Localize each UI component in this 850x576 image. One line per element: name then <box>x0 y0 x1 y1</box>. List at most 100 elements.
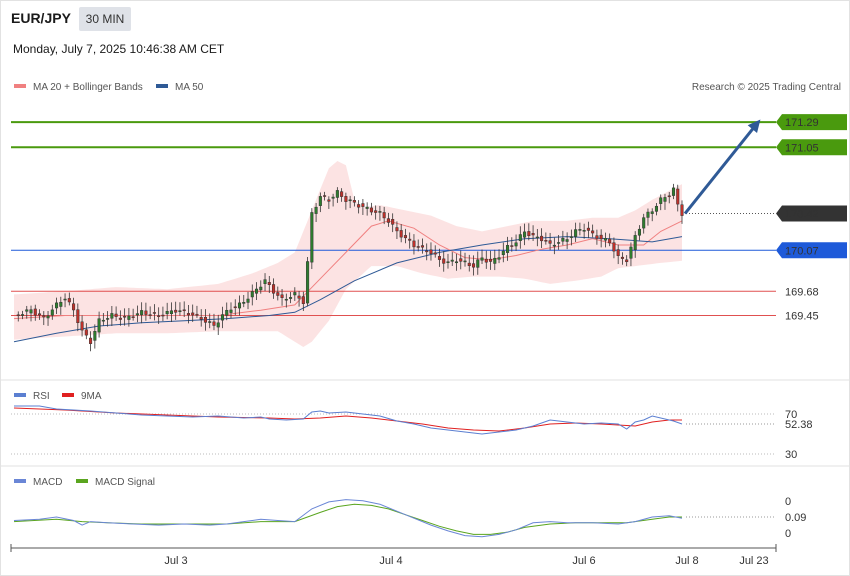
bollinger-band <box>14 161 682 347</box>
candle-body <box>446 261 450 263</box>
candle-body <box>620 256 624 259</box>
candle-body <box>254 288 259 294</box>
candle-body <box>352 200 356 203</box>
candle-body <box>535 236 539 239</box>
candle-body <box>608 238 612 244</box>
candle-body <box>42 315 46 318</box>
candle-body <box>484 258 488 263</box>
candle-body <box>450 259 454 262</box>
candle-body <box>59 301 63 307</box>
candle-body <box>544 240 548 242</box>
macd-line <box>13 499 683 538</box>
candle-body <box>625 259 629 263</box>
candle-body <box>510 245 514 247</box>
level-tag-171.29 <box>776 114 847 131</box>
candle-body <box>565 239 569 242</box>
rsi-ref-label: 30 <box>785 449 797 461</box>
candle-body <box>429 249 433 255</box>
candle-body <box>569 236 573 238</box>
candle-body <box>433 252 437 255</box>
candle-body <box>437 256 442 260</box>
candle-body <box>395 227 399 232</box>
candle-body <box>612 242 616 252</box>
candle-body <box>646 211 650 218</box>
candle-body <box>671 187 676 196</box>
candle-body <box>101 319 105 322</box>
candle-body <box>157 315 161 317</box>
candle-body <box>361 203 365 207</box>
candle-body <box>186 313 190 316</box>
candle-body <box>616 249 620 256</box>
candle-body <box>501 250 505 256</box>
candle-body <box>135 313 139 316</box>
candle-body <box>148 314 152 316</box>
candle-body <box>63 298 67 301</box>
candle-body <box>374 210 378 213</box>
macd-tick-label: 0 <box>785 496 791 508</box>
candle-body <box>242 302 246 304</box>
time-axis-label: Jul 4 <box>379 555 402 567</box>
legend-swatch <box>76 479 88 483</box>
candle-body <box>480 257 484 261</box>
candle-body <box>199 317 203 320</box>
forecast-arrow <box>683 123 758 215</box>
level-tag-171.05 <box>776 139 847 156</box>
candle-body <box>514 242 518 247</box>
candle-body <box>548 240 552 244</box>
candle-body <box>110 313 114 319</box>
candle-body <box>454 261 459 264</box>
macd-last-value: 0.09 <box>785 512 806 524</box>
macd-tick-label: 0 <box>785 528 791 540</box>
timeframe-badge[interactable]: 30 MIN <box>79 7 131 31</box>
candle-body <box>633 235 637 251</box>
legend-label: MACD Signal <box>95 477 155 488</box>
legend-label: MA 20 + Bollinger Bands <box>33 82 143 93</box>
candle-body <box>680 204 684 216</box>
level-tag-170.07 <box>776 242 847 259</box>
candle-body <box>165 310 169 315</box>
candle-body <box>314 206 318 214</box>
candle-body <box>327 199 331 202</box>
candle-body <box>280 294 284 298</box>
candle-body <box>208 321 212 323</box>
legend-label: RSI <box>33 391 50 402</box>
candle-body <box>55 302 59 309</box>
candle-body <box>212 321 216 326</box>
candle-body <box>574 229 578 237</box>
candle-body <box>38 313 42 316</box>
candle-body <box>25 309 29 312</box>
candle-body <box>114 313 118 317</box>
candle-body <box>493 257 497 264</box>
macd-signal-line <box>13 503 682 535</box>
time-axis-label: Jul 6 <box>572 555 595 567</box>
candle-body <box>540 235 544 242</box>
candle-body <box>225 309 229 316</box>
candle-body <box>306 261 310 304</box>
candle-body <box>318 196 322 206</box>
candle-body <box>642 217 646 229</box>
candle-body <box>382 212 386 219</box>
candle-body <box>344 196 348 202</box>
level-value-171.29: 171.29 <box>785 117 819 129</box>
candle-body <box>595 235 599 239</box>
candle-body <box>310 212 314 263</box>
candle-body <box>420 245 424 248</box>
symbol-title: EUR/JPY <box>11 10 71 26</box>
candle-body <box>246 298 250 303</box>
candle-body <box>518 234 522 241</box>
candle-body <box>425 250 429 253</box>
candle-body <box>127 315 131 320</box>
candle-body <box>531 233 535 236</box>
candle-body <box>33 308 37 316</box>
candle-body <box>284 298 288 301</box>
candle-body <box>118 317 122 320</box>
candle-body <box>527 231 531 237</box>
candle-body <box>442 258 446 264</box>
candle-body <box>84 329 88 336</box>
level-value-169.68: 169.68 <box>785 286 819 298</box>
candle-body <box>237 302 242 309</box>
candle-body <box>331 196 335 199</box>
candle-body <box>416 246 420 248</box>
candle-body <box>272 284 276 294</box>
